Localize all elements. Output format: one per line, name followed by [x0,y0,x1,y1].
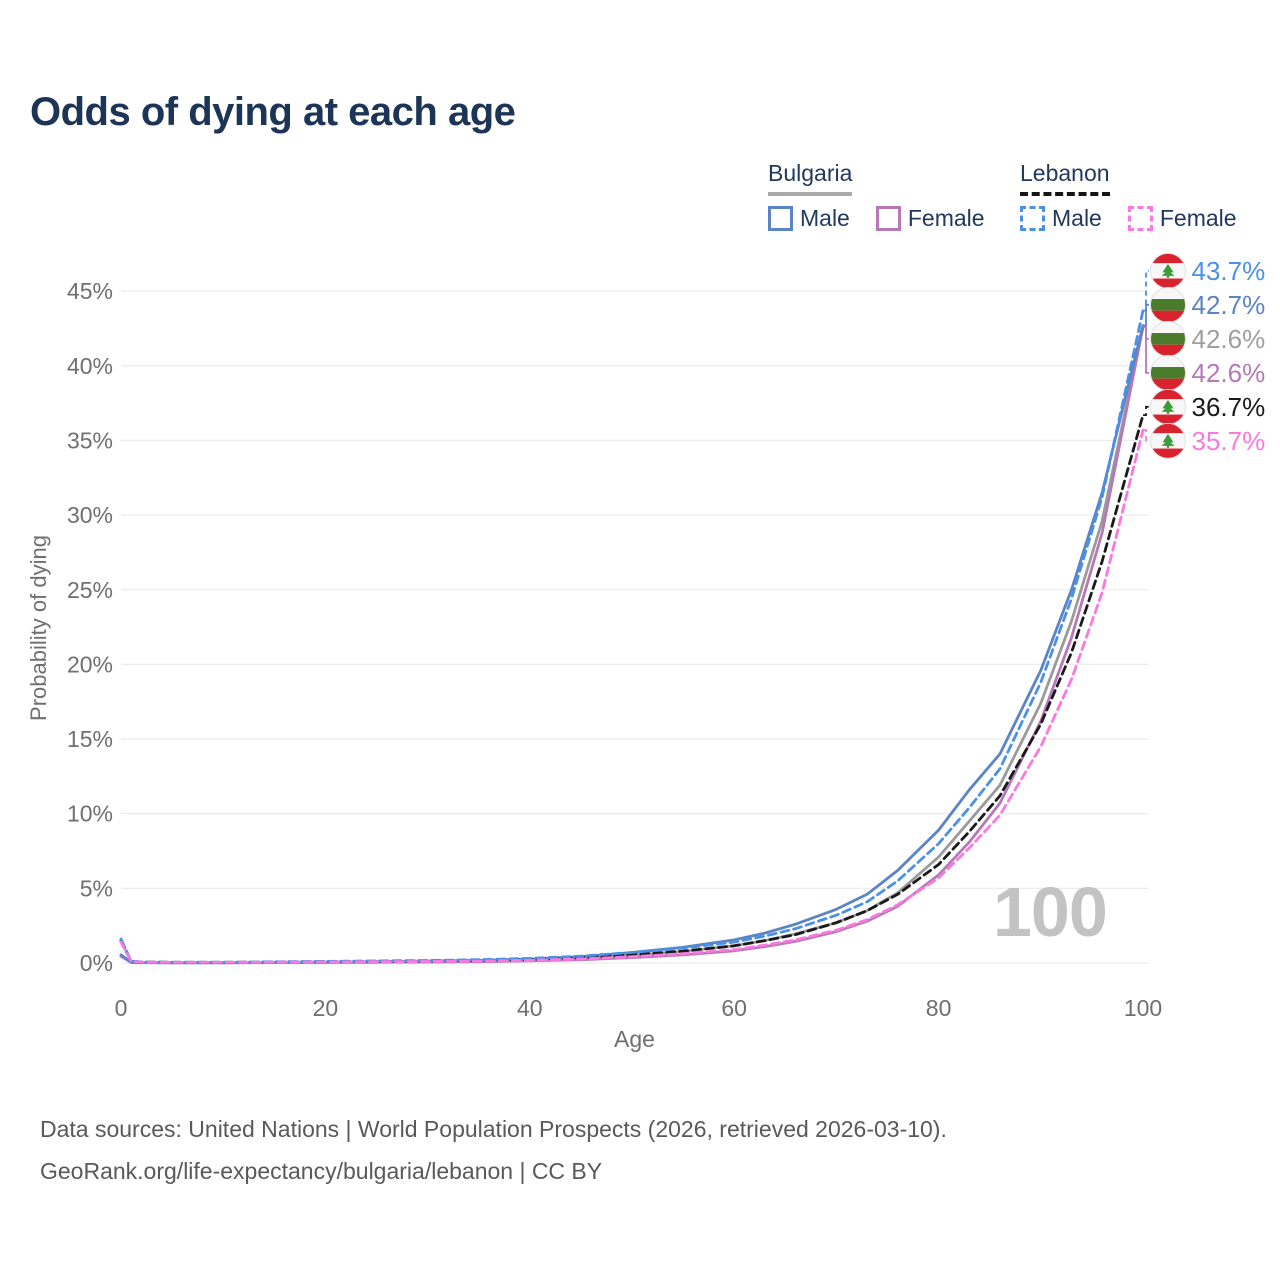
legend-item-label: Male [800,205,850,231]
y-tick-label: 45% [67,278,113,304]
x-tick-label: 0 [115,995,128,1021]
legend-item-lebanon-male[interactable]: Male [1020,205,1102,232]
end-label-value: 35.7% [1192,426,1266,456]
legend-item-bulgaria-female[interactable]: Female [875,205,985,232]
leader-line [1143,429,1149,442]
y-tick-label: 25% [67,577,113,603]
bulgaria-flag-icon [1150,321,1186,357]
lebanon-female-swatch-icon [1127,206,1153,231]
x-tick-label: 20 [313,995,339,1021]
end-label-value: 42.6% [1192,324,1266,354]
lebanon-flag-icon [1150,389,1186,425]
y-axis-title: Probability of dying [26,535,51,721]
lebanon-male-swatch-icon [1020,206,1045,231]
x-axis-title: Age [614,1026,655,1052]
bulgaria-female-swatch-icon [875,206,901,231]
leader-line [1143,326,1149,374]
y-tick-label: 15% [67,726,113,752]
legend-group-lebanon: Lebanon Male Female [1020,160,1237,232]
legend-country-lebanon[interactable]: Lebanon [1020,160,1110,196]
y-tick-label: 5% [80,875,113,901]
y-tick-label: 10% [67,801,113,827]
end-label-value: 43.7% [1192,256,1266,286]
legend-item-label: Female [907,205,985,231]
y-tick-label: 40% [67,353,113,379]
bulgaria-male-swatch-icon [768,206,793,231]
series-line-lebanon-male [119,309,1145,964]
legend-item-bulgaria-male[interactable]: Male [768,205,850,232]
footer-data-sources: Data sources: United Nations | World Pop… [40,1116,947,1142]
leader-line [1143,405,1149,417]
legend-item-label: Female [1159,205,1237,231]
leader-line [1143,303,1149,327]
y-tick-label: 20% [67,651,113,677]
line-chart: 0% 5% 10% 15% 20% 25% 30% 35% 40% 45% 0 20 40 60 80 100… [67,252,1266,1021]
legend-country-bulgaria[interactable]: Bulgaria [768,160,853,196]
series-line-bulgaria-male [119,324,1145,965]
footer: Data sources: United Nations | World Pop… [40,1108,1240,1192]
lebanon-flag-icon [1150,253,1186,289]
y-tick-label: 30% [67,502,113,528]
page-title: Odds of dying at each age [30,90,516,134]
leader-line [1143,269,1149,312]
series-line-bulgaria-female [119,325,1145,965]
legend-item-lebanon-female[interactable]: Female [1127,205,1237,232]
x-tick-label: 60 [721,995,747,1021]
legend-group-bulgaria: Bulgaria Male Female [768,160,985,232]
bulgaria-flag-icon [1150,355,1186,391]
y-tick-label: 35% [67,427,113,453]
end-label-value: 42.6% [1192,358,1266,388]
series-line-bulgaria-both [119,325,1145,965]
flag-ring [1150,422,1186,459]
legend-item-label: Male [1052,205,1102,231]
series-line-lebanon-both [119,413,1145,964]
footer-attribution: GeoRank.org/life-expectancy/bulgaria/leb… [40,1158,603,1184]
series-line-lebanon-female [119,428,1145,964]
x-tick-label: 40 [517,995,543,1021]
end-label-value: 42.7% [1192,290,1266,320]
end-label-value: 36.7% [1192,392,1266,422]
y-tick-label: 0% [80,950,113,976]
bulgaria-flag-icon [1150,287,1186,323]
age-watermark: 100 [993,873,1108,951]
x-tick-label: 80 [926,995,952,1021]
lebanon-flag-icon [1150,423,1186,459]
x-tick-label: 100 [1124,995,1162,1021]
